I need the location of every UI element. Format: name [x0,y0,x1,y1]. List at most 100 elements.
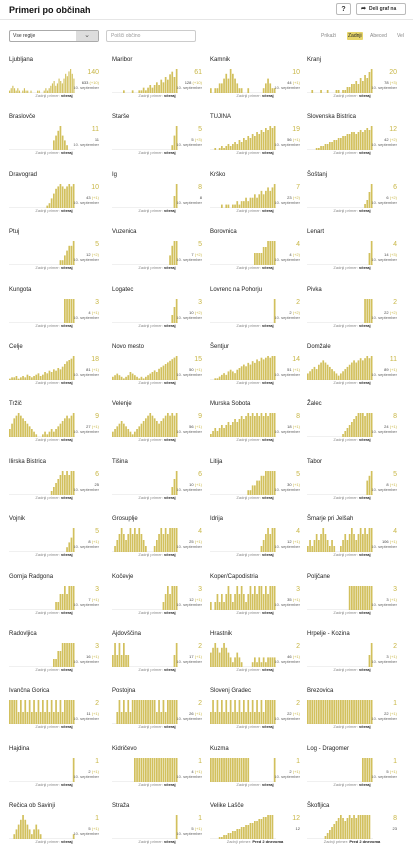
tab-sort-alphabetical[interactable]: Abeced [370,33,387,39]
municipality-card[interactable]: Domžale 11 89 (+1) 10. september Zadnji prim… [307,344,401,399]
chart-bar [348,87,351,93]
municipality-card[interactable]: Hrastnik 2 46 (+1) 10. september Zadnji prim… [210,631,304,686]
municipality-card[interactable]: Murska Sobota 8 18 (+1) 10. september Zadnji… [210,401,304,456]
municipality-bar-chart [210,470,276,495]
case-total: 2 [198,700,202,708]
municipality-card[interactable]: Ivančna Gorica 2 11 (+1) 10. september Zadnj… [9,688,103,743]
municipality-card[interactable]: Lovrenc na Pohorju 2 2 (+2) 10. september Za… [210,287,304,342]
municipality-card[interactable]: Ptuj 5 12 (+2) 10. september Zadnji primer: … [9,229,103,284]
chart-bar [357,413,360,438]
chart-bar [13,834,16,840]
chart-bar [210,652,212,667]
municipality-card[interactable]: Šoštanj 6 6 (+2) 10. september Zadnji primer… [307,172,401,227]
municipality-card[interactable]: Hrpelje - Kozina 2 3 (+1) 10. september Zadn… [307,631,401,686]
municipality-card[interactable]: Braslovče 11 11 10. september Zadnji primer:… [9,114,103,169]
municipality-card[interactable]: Idrija 4 12 (+1) 10. september Zadnji primer… [210,516,304,571]
municipality-card[interactable]: Radovljica 3 16 (+1) 10. september Zadnji pr… [9,631,103,686]
municipality-card[interactable]: Kuzma 1 2 (+1) 10. september Zadnji primer: … [210,746,304,801]
municipality-card[interactable]: Ig 8 8 10. september Zadnji primer: včeraj [112,172,206,227]
chart-bar [216,593,219,610]
municipality-card[interactable]: Log - Dragomer 1 5 (+1) 10. september Zadnji… [307,746,401,801]
last-case-label: Zadnji primer: [236,322,261,328]
municipality-card[interactable]: Slovenj Gradec 2 22 (+1) 10. september Zadnj… [210,688,304,743]
chart-bar [63,78,65,93]
municipality-card[interactable]: Velike Lašče 12 12 Zadnji primer: Pred 2 dn… [210,803,304,852]
last-case-label: Zadnji primer: [333,322,358,328]
municipality-card[interactable]: Celje 18 81 (+1) 10. september Zadnji primer… [9,344,103,399]
chart-bar [359,585,362,610]
municipality-card[interactable]: Rečica ob Savinji 1 5 (+1) 10. september Zad… [9,803,103,852]
municipality-card[interactable]: Ljubljana 140 633 (+10) 10. september Zadnji… [9,57,103,112]
municipality-card[interactable]: Šentjur 14 51 (+1) 10. september Zadnji prim… [210,344,304,399]
municipality-card[interactable]: Postojna 2 26 (+1) 10. september Zadnji prim… [112,688,206,743]
last-case-value: včeraj [164,437,176,443]
municipality-card[interactable]: Grosuplje 4 25 (+1) 10. september Zadnji pri… [112,516,206,571]
municipality-card[interactable]: Brezovica 1 22 (+1) 10. september Zadnji pri… [307,688,401,743]
municipality-card[interactable]: Krško 7 23 (+2) 10. september Zadnji primer:… [210,172,304,227]
municipality-card[interactable]: Kočevje 3 12 (+1) 10. september Zadnji prime… [112,574,206,629]
case-delta: (+2) [292,252,300,258]
municipality-card[interactable]: Lenart 4 14 (+3) 10. september Zadnji primer… [307,229,401,284]
municipality-name: Rečica ob Savinji [9,803,56,810]
municipality-card[interactable]: Tišina 6 10 (+1) 10. september Zadnji primer… [112,459,206,514]
chart-bar [346,366,349,380]
case-delta: (+3) [389,252,397,258]
chart-bar [247,362,250,380]
chart-bar [258,134,261,151]
chart-bar [337,375,340,380]
chart-bar [72,757,75,782]
municipality-name: Ig [112,171,118,178]
municipality-card[interactable]: Kamnik 10 44 (+1) 10. september Zadnji prime… [210,57,304,112]
municipality-card[interactable]: Tržič 9 27 (+1) 10. september Zadnji primer:… [9,401,103,456]
municipality-card[interactable]: Škofljica 8 23 Zadnji primer: Pred 2 dnevom… [307,803,401,852]
chart-bar [51,83,54,93]
search-input[interactable]: Poišči občino [106,30,196,42]
help-button[interactable]: ? [336,3,351,15]
municipality-card[interactable]: Dravograd 10 43 (+1) 10. september Zadnji pr… [9,172,103,227]
municipality-card[interactable]: Kungota 3 4 (+1) 10. september Zadnji primer… [9,287,103,342]
municipality-card[interactable]: Ilirska Bistrica 6 25 10. september Zadnji p… [9,459,103,514]
region-select[interactable]: Vse regije ⌄ [9,30,99,42]
municipality-card[interactable]: Žalec 8 24 (+1) 10. september Zadnji primer:… [307,401,401,456]
chart-bar [355,540,358,553]
municipality-card[interactable]: Straža 1 5 (+1) 10. september Zadnji primer:… [112,803,206,852]
municipality-card[interactable]: Šmarje pri Jelšah 4 106 (+1) 10. september Z… [307,516,401,571]
municipality-card[interactable]: Ajdovščina 2 17 (+1) 10. september Zadnji pr… [112,631,206,686]
municipality-card[interactable]: Maribor 61 128 (+10) 10. september Zadnji pr… [112,57,206,112]
chart-bar [318,148,320,151]
municipality-card[interactable]: Kranj 20 78 (+3) 10. september Zadnji primer… [307,57,401,112]
municipality-card[interactable]: Litija 5 30 (+1) 10. september Zadnji primer… [210,459,304,514]
municipality-card[interactable]: Borovnica 4 4 (+2) 10. september Zadnji prim… [210,229,304,284]
share-button[interactable]: ➦ Deli graf na [356,3,406,15]
tab-sort-size[interactable]: Vel [397,33,404,39]
municipality-card[interactable]: Gornja Radgona 3 7 (+1) 10. september Zadnji… [9,574,103,629]
municipality-card[interactable]: Slovenska Bistrica 12 42 (+2) 10. september… [307,114,401,169]
last-case-footer: Zadnji primer: včeraj [210,323,300,328]
last-case-label: Zadnji primer: [333,265,358,271]
municipality-card[interactable]: Hajdina 1 2 (+1) 10. september Zadnji primer… [9,746,103,801]
municipality-bar-chart [210,126,276,151]
municipality-card[interactable]: Kidričevo 1 4 (+1) 10. september Zadnji prim… [112,746,206,801]
last-case-value: včeraj [359,207,371,213]
chart-bar [173,757,176,782]
tab-sort-latest[interactable]: Zadnji [347,32,363,40]
last-case-value: včeraj [61,609,73,615]
municipality-card[interactable]: Velenje 9 56 (+1) 10. september Zadnji prime… [112,401,206,456]
municipality-card[interactable]: TUJINA 19 56 (+1) 10. september Zadnji prime… [210,114,304,169]
municipality-card[interactable]: Novo mesto 15 50 (+1) 10. september Zadnji p… [112,344,206,399]
municipality-card[interactable]: Pivka 2 22 (+2) 10. september Zadnji primer:… [307,287,401,342]
chart-bar [140,376,143,380]
municipality-name: Kidričevo [112,745,137,752]
municipality-card[interactable]: Poljčane 3 3 (+1) 10. september Zadnji prime… [307,574,401,629]
municipality-card[interactable]: Vojnik 5 8 (+1) 10. september Zadnji primer:… [9,516,103,571]
municipality-card[interactable]: Logatec 3 10 (+2) 10. september Zadnji prime… [112,287,206,342]
chart-bar [273,413,276,438]
chart-bar [17,824,20,840]
chart-bar [269,585,272,610]
municipality-card[interactable]: Koper/Capodistria 3 35 (+1) 10. september Za… [210,574,304,629]
chart-bar [240,585,243,610]
municipality-card[interactable]: Tabor 5 8 (+1) 10. september Zadnji primer: … [307,459,401,514]
municipality-card[interactable]: Starše 5 5 (+3) 10. september Zadnji primer:… [112,114,206,169]
chart-bar [262,416,265,438]
municipality-card[interactable]: Vuzenica 5 7 (+2) 10. september Zadnji prime… [112,229,206,284]
